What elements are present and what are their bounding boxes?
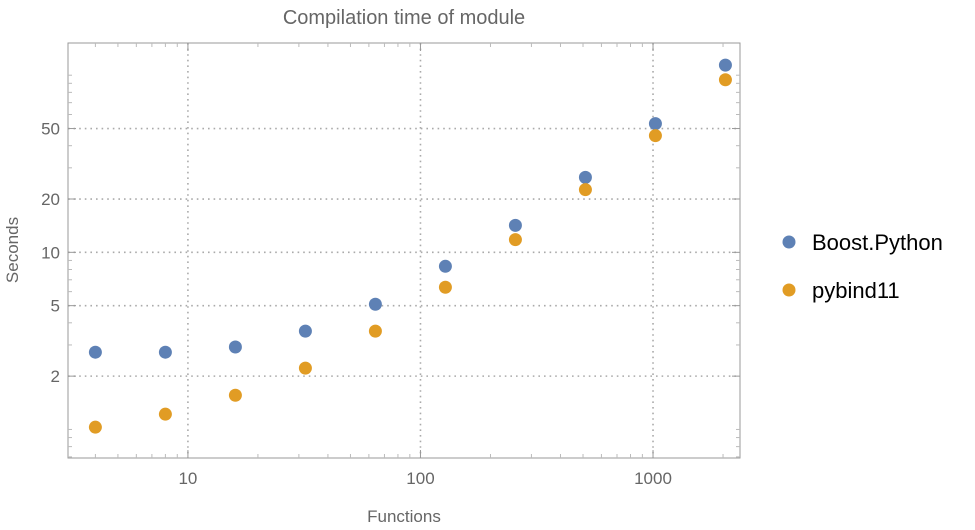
legend-marker-boost-python <box>782 235 796 249</box>
x-tick-label: 1000 <box>634 469 672 488</box>
y-tick-label: 2 <box>51 367 60 386</box>
data-point-pybind11 <box>648 129 662 143</box>
x-axis-label: Functions <box>367 507 441 525</box>
x-tick-label: 100 <box>406 469 434 488</box>
data-point-pybind11 <box>438 280 452 294</box>
legend: Boost.Python pybind11 <box>782 230 943 303</box>
grid <box>68 43 740 458</box>
x-tick-label: 10 <box>178 469 197 488</box>
data-point-boost-python <box>508 218 522 232</box>
data-point-pybind11 <box>298 361 312 375</box>
data-point-boost-python <box>158 345 172 359</box>
legend-label-pybind11: pybind11 <box>812 278 900 303</box>
data-point-pybind11 <box>88 420 102 434</box>
data-point-pybind11 <box>508 233 522 247</box>
data-point-boost-python <box>298 324 312 338</box>
ticks: 10 100 1000 2 5 10 20 50 <box>41 43 740 488</box>
y-tick-label: 10 <box>41 243 60 262</box>
data-point-boost-python <box>228 340 242 354</box>
data-point-boost-python <box>578 170 592 184</box>
data-point-pybind11 <box>578 183 592 197</box>
data-point-boost-python <box>718 58 732 72</box>
y-tick-label: 50 <box>41 120 60 139</box>
legend-marker-pybind11 <box>782 283 796 297</box>
data-point-boost-python <box>648 117 662 131</box>
data-point-boost-python <box>88 345 102 359</box>
plot-frame <box>67 42 741 459</box>
y-tick-label: 5 <box>51 297 60 316</box>
data-point-pybind11 <box>718 73 732 87</box>
y-tick-label: 20 <box>41 190 60 209</box>
y-axis-label: Seconds <box>3 217 22 283</box>
data-point-pybind11 <box>228 388 242 402</box>
data-point-boost-python <box>368 297 382 311</box>
chart-title: Compilation time of module <box>283 7 525 29</box>
data-point-boost-python <box>438 259 452 273</box>
points <box>88 58 732 434</box>
legend-label-boost-python: Boost.Python <box>812 230 943 255</box>
data-point-pybind11 <box>368 324 382 338</box>
data-point-pybind11 <box>158 407 172 421</box>
